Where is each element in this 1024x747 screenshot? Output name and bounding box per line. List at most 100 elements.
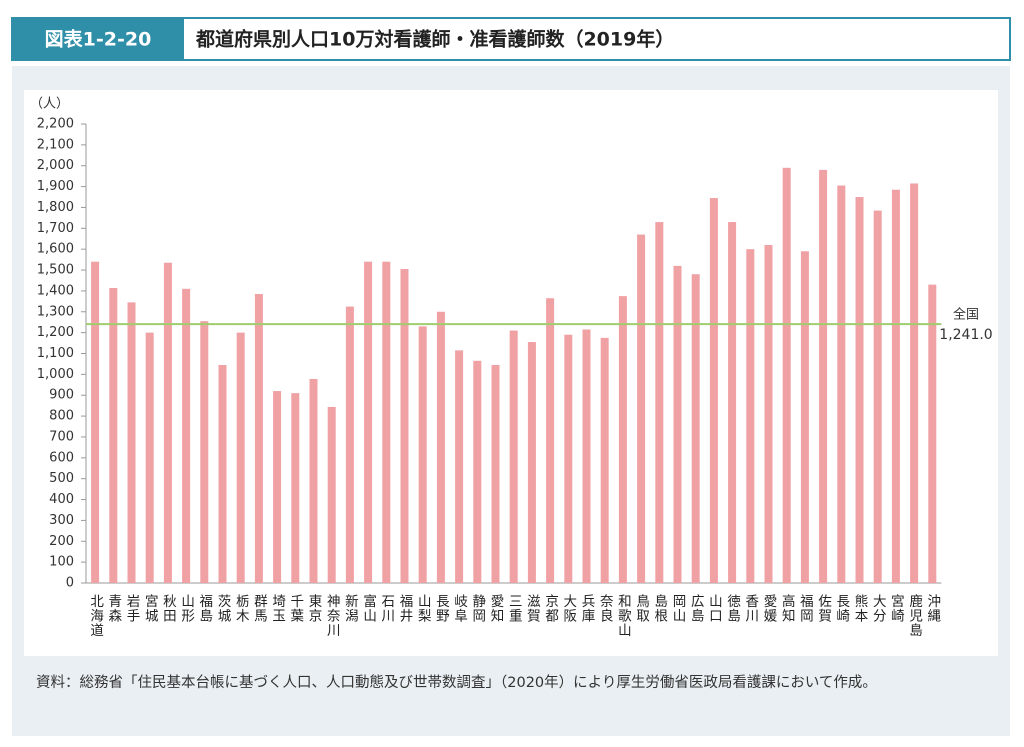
bar: [418, 326, 427, 583]
bar: [746, 249, 755, 583]
x-tick-label: 長野: [433, 594, 450, 623]
x-tick-label: 山梨: [415, 594, 432, 623]
x-tick-label: 三重: [506, 594, 523, 623]
bar: [655, 222, 664, 584]
x-tick-label: 神奈川: [324, 594, 341, 638]
x-tick-label: 大阪: [560, 594, 577, 623]
x-tick-label: 福島: [196, 594, 213, 623]
x-tick-label: 新潟: [342, 594, 359, 623]
x-tick-label: 秋田: [160, 594, 177, 623]
y-tick-label: 1,400: [37, 283, 74, 298]
x-tick-label: 愛媛: [761, 594, 778, 623]
bar: [455, 350, 464, 583]
source: 資料：総務省「住民基本台帳に基づく人口、人口動態及び世帯数調査」（2020年）に…: [36, 675, 877, 691]
bar: [236, 332, 245, 583]
bar: [200, 321, 209, 583]
x-tick-label: 千葉: [287, 594, 304, 623]
y-tick-label: 0: [66, 576, 74, 591]
y-tick-label: 1,000: [37, 367, 74, 382]
bar: [473, 360, 482, 583]
bar: [691, 274, 700, 583]
x-tick-label: 岡山: [670, 594, 686, 623]
bar: [618, 296, 627, 583]
bar: [637, 234, 646, 583]
y-tick-label: 1,600: [37, 242, 74, 257]
y-unit: （人）: [30, 97, 69, 112]
y-tick-label: 800: [49, 409, 74, 424]
x-tick-label: 奈良: [597, 594, 614, 623]
x-tick-label: 京都: [542, 594, 559, 623]
bar: [163, 262, 172, 583]
bar: [709, 198, 718, 583]
bar: [491, 364, 500, 583]
y-tick-label: 500: [49, 471, 74, 486]
bar: [327, 406, 336, 583]
bar: [527, 342, 536, 583]
x-tick-label: 北海道: [87, 594, 104, 638]
bar: [291, 393, 300, 583]
x-tick-label: 徳島: [724, 594, 741, 623]
x-tick-label: 福岡: [797, 594, 814, 623]
y-tick-label: 2,200: [37, 117, 74, 132]
x-tick-label: 山形: [178, 594, 195, 623]
bar: [509, 330, 518, 583]
bar: [91, 261, 100, 583]
bar: [273, 391, 282, 583]
y-tick-label: 900: [49, 388, 74, 403]
x-tick-label: 鹿児島: [906, 593, 923, 638]
y-tick-label: 2,000: [37, 158, 74, 173]
bar: [928, 284, 937, 583]
bar: [873, 210, 882, 583]
x-tick-label: 広島: [688, 594, 705, 623]
x-tick-label: 福井: [397, 594, 414, 624]
bar: [109, 287, 118, 583]
header-label-box: [12, 18, 184, 60]
y-tick-label: 1,200: [37, 325, 74, 340]
x-tick-label: 山口: [706, 594, 722, 623]
x-tick-label: 岐阜: [451, 594, 468, 623]
bar: [582, 329, 591, 583]
bar: [145, 332, 154, 583]
x-tick-label: 香川: [742, 594, 759, 623]
bar: [546, 298, 555, 583]
bar: [728, 222, 737, 584]
x-tick-label: 静岡: [469, 594, 486, 623]
bar: [819, 169, 828, 583]
header-label: 図表1-2-20: [45, 28, 152, 51]
x-tick-label: 沖縄: [924, 594, 941, 623]
bar: [600, 337, 609, 583]
bar: [400, 269, 409, 583]
x-tick-label: 佐賀: [815, 594, 832, 623]
bar: [364, 261, 373, 583]
bar: [764, 245, 773, 583]
x-tick-label: 岩手: [124, 594, 141, 623]
y-tick-label: 600: [49, 450, 74, 465]
bar: [855, 197, 864, 584]
x-tick-label: 熊本: [852, 594, 869, 623]
bar: [800, 251, 809, 583]
bar: [382, 261, 391, 583]
x-tick-label: 青森: [105, 594, 122, 623]
x-tick-label: 東京: [306, 594, 323, 623]
x-tick-label: 高知: [779, 593, 796, 623]
y-tick-label: 2,100: [37, 137, 74, 152]
reference-label: 全国: [953, 307, 979, 323]
y-tick-label: 1,700: [37, 221, 74, 236]
bar: [309, 378, 318, 583]
x-tick-label: 愛知: [488, 594, 505, 623]
x-tick-label: 宮崎: [888, 594, 905, 623]
x-tick-label: 茨城: [215, 594, 232, 624]
bar: [837, 185, 846, 583]
x-tick-label: 宮城: [142, 594, 159, 624]
x-tick-label: 大分: [870, 594, 887, 624]
bar: [182, 288, 191, 583]
bar: [564, 334, 573, 583]
y-tick-label: 200: [49, 534, 74, 549]
x-tick-label: 滋賀: [524, 594, 541, 623]
x-tick-label: 長崎: [833, 594, 850, 623]
x-tick-label: 埼玉: [269, 594, 286, 623]
bar: [782, 167, 791, 583]
y-tick-label: 300: [49, 513, 74, 528]
